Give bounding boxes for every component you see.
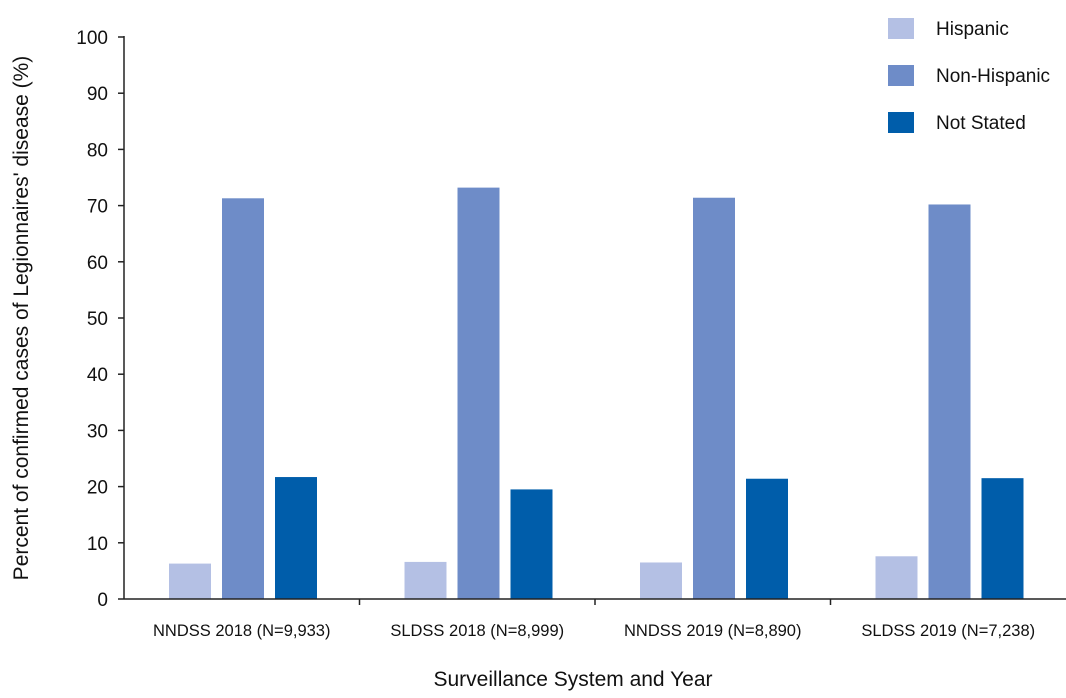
y-tick-label: 20 [87, 478, 108, 499]
bar-not-stated [510, 489, 553, 599]
legend: Hispanic Non-Hispanic Not Stated [888, 18, 1050, 134]
legend-label: Hispanic [936, 19, 1009, 40]
bar-non-hispanic [928, 204, 971, 599]
y-tick-label: 30 [87, 421, 108, 442]
x-axis-title: Surveillance System and Year [434, 668, 713, 691]
bar-non-hispanic [457, 187, 500, 599]
legend-swatch [888, 18, 914, 39]
y-tick-label: 50 [87, 309, 108, 330]
x-category-label: NNDSS 2019 (N=8,890) [624, 622, 801, 640]
x-axis-category-labels: NNDSS 2018 (N=9,933) SLDSS 2018 (N=8,999)… [153, 622, 1035, 640]
legend-label: Not Stated [936, 113, 1026, 134]
bar-not-stated [275, 477, 317, 599]
y-axis-title: Percent of confirmed cases of Legionnair… [10, 56, 33, 581]
y-tick-label: 100 [76, 28, 108, 49]
bar-not-stated [981, 478, 1024, 599]
x-category-label: SLDSS 2018 (N=8,999) [390, 622, 564, 640]
y-tick-label: 70 [87, 197, 108, 218]
y-axis-ticks: 0 10 20 30 40 50 60 70 80 90 100 [76, 28, 124, 611]
y-tick-label: 0 [97, 590, 108, 611]
bar-hispanic [875, 556, 918, 599]
bars [169, 187, 1024, 599]
bar-hispanic [404, 561, 447, 599]
y-tick-label: 10 [87, 534, 108, 555]
bar-non-hispanic [693, 197, 735, 599]
y-tick-label: 90 [87, 84, 108, 105]
legend-swatch [888, 112, 914, 133]
legend-label: Non-Hispanic [936, 66, 1050, 87]
x-category-label: SLDSS 2019 (N=7,238) [861, 622, 1035, 640]
x-axis-ticks [358, 599, 832, 605]
y-tick-label: 80 [87, 140, 108, 161]
legend-swatch [888, 65, 914, 86]
bar-hispanic [640, 562, 682, 599]
y-tick-label: 40 [87, 365, 108, 386]
bar-hispanic [169, 563, 211, 599]
bar-not-stated [746, 478, 788, 599]
x-category-label: NNDSS 2018 (N=9,933) [153, 622, 330, 640]
y-tick-label: 60 [87, 253, 108, 274]
bar-non-hispanic [222, 198, 264, 599]
